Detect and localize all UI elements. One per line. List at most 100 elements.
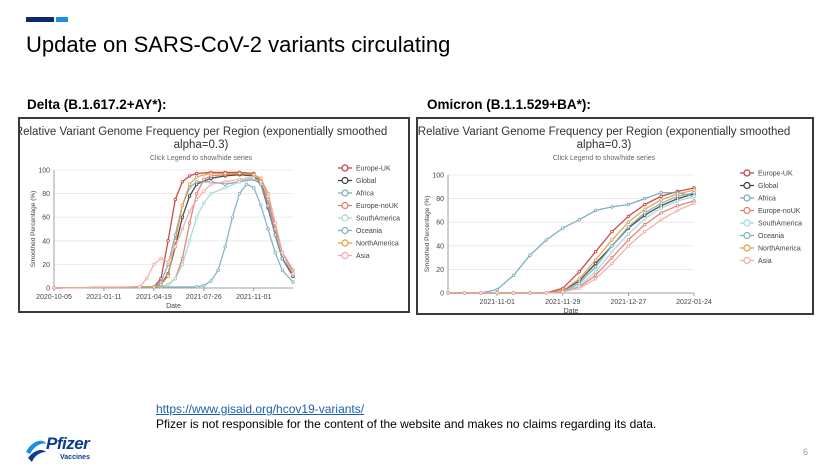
legend-swatch-marker (743, 169, 751, 177)
data-point (659, 194, 663, 198)
data-point (659, 206, 663, 210)
slide-title: Update on SARS-CoV-2 variants circulatin… (26, 32, 451, 57)
y-tick-label: 80 (436, 196, 444, 203)
data-point (259, 180, 263, 184)
data-point (495, 287, 499, 292)
data-point (593, 261, 598, 266)
data-point (180, 215, 185, 219)
series-line-northamerica (53, 172, 294, 289)
chart-subtitle: Click Legend to show/hide series (150, 155, 253, 162)
data-point (159, 282, 163, 287)
data-point (528, 291, 532, 295)
data-point (291, 272, 295, 276)
x-tick-label: 2021-04-19 (136, 294, 172, 301)
omicron-chart-svg: Relative Variant Genome Frequency per Re… (418, 126, 802, 313)
data-point (152, 285, 156, 289)
legend-item-label: Asia (356, 253, 370, 260)
data-point (593, 265, 598, 269)
x-tick-label: 2021-12-27 (610, 299, 646, 306)
legend-item-label: NorthAmerica (758, 246, 801, 253)
data-point (692, 188, 696, 192)
data-point (194, 191, 199, 196)
legend-item-label: Europe-noUK (356, 203, 399, 210)
data-point (643, 207, 647, 211)
data-point (194, 285, 199, 289)
x-axis-label: Date (166, 303, 181, 310)
data-point (446, 291, 450, 295)
series-line-global (53, 174, 294, 289)
data-point (173, 239, 177, 243)
data-point (643, 211, 647, 215)
data-point (187, 174, 192, 178)
data-point (626, 238, 631, 242)
data-point (187, 221, 192, 225)
data-point (137, 285, 142, 289)
series-line-southamerica (53, 175, 294, 289)
legend-item-label: SouthAmerica (758, 221, 802, 228)
y-tick-label: 40 (436, 243, 444, 250)
data-point (610, 249, 614, 254)
data-point (166, 274, 170, 278)
delta-chart-svg: Relative Variant Genome Frequency per Re… (20, 126, 400, 310)
data-point (626, 202, 631, 207)
chart-title-line1: Relative Variant Genome Frequency per Re… (20, 126, 387, 138)
data-point (180, 227, 185, 231)
data-point (144, 276, 149, 281)
data-point (593, 277, 598, 281)
data-point (511, 291, 516, 295)
data-point (266, 227, 270, 231)
legend-swatch-marker (743, 256, 751, 265)
y-tick-label: 20 (436, 267, 444, 274)
legend-item-label: Europe-noUK (758, 208, 801, 215)
data-point (187, 194, 192, 198)
legend-item-label: Europe-UK (356, 166, 391, 173)
legend-swatch-marker (341, 164, 349, 172)
data-point (675, 203, 680, 208)
data-point (209, 182, 213, 186)
data-point (230, 215, 235, 219)
gisaid-link[interactable]: https://www.gisaid.org/hcov19-variants/ (156, 402, 365, 416)
data-point (223, 244, 227, 249)
data-point (495, 291, 499, 295)
data-point (659, 198, 663, 202)
data-point (194, 175, 199, 179)
x-tick-label: 2021-11-29 (545, 299, 580, 306)
series-line-southamerica (448, 195, 695, 294)
data-point (462, 291, 467, 295)
legend-item-label: Europe-UK (758, 171, 793, 178)
legend-swatch-marker (743, 194, 751, 202)
y-tick-label: 100 (38, 168, 50, 175)
y-tick-label: 60 (436, 220, 444, 227)
data-point (577, 281, 581, 286)
data-point (187, 239, 192, 243)
x-tick-label: 2022-01-24 (676, 299, 712, 306)
data-point (180, 180, 185, 184)
data-point (291, 280, 295, 284)
data-point (593, 258, 598, 262)
x-axis-label: Date (564, 308, 579, 313)
data-point (187, 209, 192, 213)
y-tick-label: 20 (42, 262, 50, 269)
data-point (544, 291, 549, 295)
series-line-europe-nouk (53, 172, 294, 289)
data-point (244, 182, 249, 186)
data-point (577, 270, 581, 274)
data-point (610, 255, 614, 260)
delta-chart: Relative Variant Genome Frequency per Re… (18, 117, 410, 313)
data-point (626, 220, 631, 224)
data-point (273, 221, 277, 225)
data-point (643, 222, 647, 227)
data-point (593, 249, 598, 254)
data-point (194, 215, 199, 219)
data-point (166, 260, 170, 264)
data-point (626, 232, 631, 236)
data-point (659, 218, 663, 222)
legend-item-label: NorthAmerica (356, 241, 399, 248)
data-point (610, 261, 614, 266)
data-point (511, 273, 516, 277)
y-axis-label: Smoothed Percentage (%) (30, 191, 37, 268)
chart-subtitle: Click Legend to show/hide series (553, 155, 656, 162)
data-point (166, 282, 170, 287)
data-point (626, 244, 631, 248)
series-line-global (448, 193, 695, 294)
